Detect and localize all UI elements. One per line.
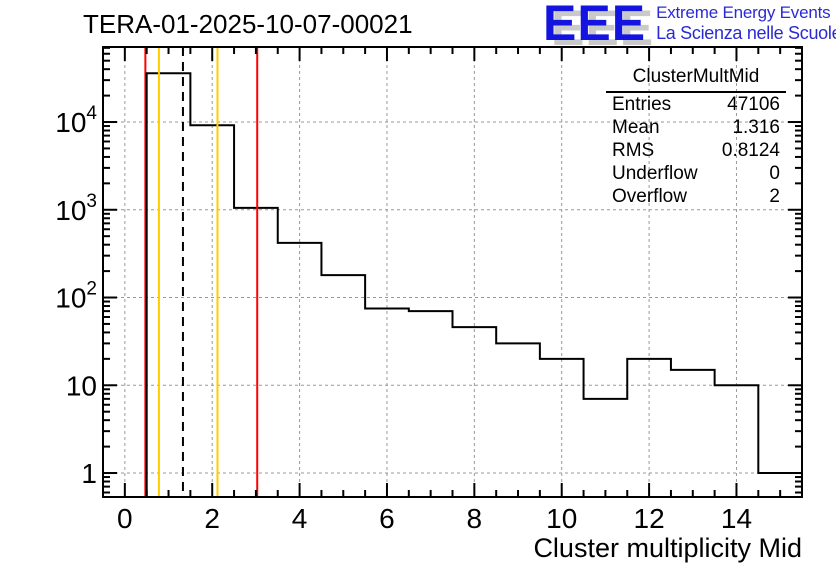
stats-row: Underflow 0	[606, 163, 786, 186]
stats-box-title: ClusterMultMid	[606, 66, 786, 93]
x-axis-title: Cluster multiplicity Mid	[533, 533, 802, 563]
eee-logo-acronym: EEE	[543, 0, 647, 51]
x-tick-label: 0	[117, 503, 133, 534]
x-tick-label: 8	[467, 503, 483, 534]
eee-logo-text: Extreme Energy Events La Scienza nelle S…	[656, 0, 836, 44]
y-tick-label: 10	[66, 370, 97, 401]
x-tick-label: 4	[292, 503, 308, 534]
x-tick-label: 14	[721, 503, 752, 534]
histogram-line	[145, 72, 802, 497]
x-tick-label: 12	[634, 503, 665, 534]
stats-label: Entries	[612, 93, 672, 115]
eee-logo-line2: La Scienza nelle Scuole	[656, 23, 836, 43]
x-tick-label: 6	[379, 503, 395, 534]
stats-row: Overflow 2	[606, 186, 786, 209]
stats-row: Entries 47106	[606, 93, 786, 116]
eee-logo-line1: Extreme Energy Events	[656, 3, 831, 22]
stats-row: RMS 0.8124	[606, 139, 786, 162]
stats-value: 0.8124	[721, 139, 780, 161]
y-tick-label: 102	[55, 279, 97, 314]
stats-value: 47106	[727, 93, 780, 115]
stats-value: 2	[769, 186, 780, 208]
stats-label: RMS	[612, 139, 655, 161]
stats-value: 0	[769, 163, 780, 185]
stats-rows: Entries 47106 Mean 1.316 RMS 0.8124 Underflow 0…	[606, 93, 786, 209]
eee-logo: EEE Extreme Energy Events La Scienza nel…	[543, 0, 836, 51]
stats-label: Overflow	[612, 186, 687, 208]
stats-label: Mean	[612, 116, 660, 138]
stats-label: Underflow	[612, 163, 698, 185]
x-tick-label: 10	[546, 503, 577, 534]
y-tick-label: 103	[55, 191, 97, 226]
y-tick-label: 104	[55, 103, 97, 138]
page-title: TERA-01-2025-10-07-00021	[83, 9, 413, 39]
x-tick-label: 2	[204, 503, 220, 534]
y-tick-label: 1	[81, 458, 97, 489]
stats-row: Mean 1.316	[606, 116, 786, 139]
stats-box: ClusterMultMid Entries 47106 Mean 1.316 RMS 0…	[606, 66, 786, 209]
stats-value: 1.316	[732, 116, 780, 138]
